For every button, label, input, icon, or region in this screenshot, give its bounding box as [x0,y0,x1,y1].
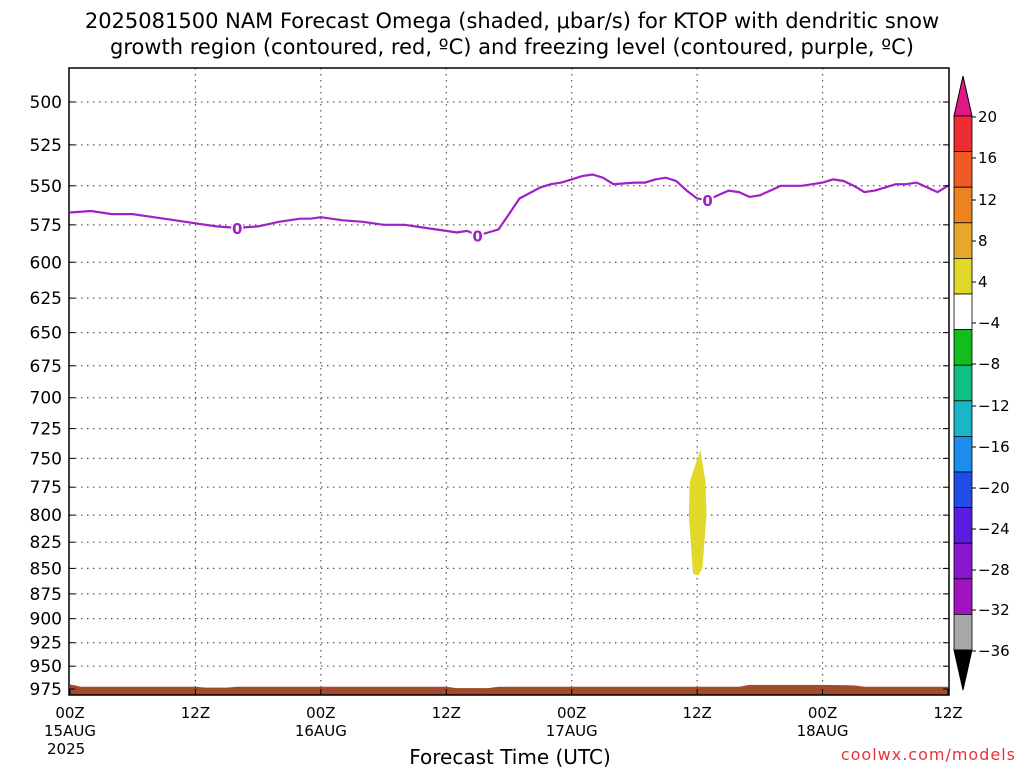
colorbar: 20 16 12 8 4 −4 −8 −12 −16 −20 −24 −28 −32 −36 [953,75,1010,691]
contour-label: 0 [472,227,482,245]
x-tick-label: 00Z [55,704,84,722]
y-tick-label: 975 [30,680,62,700]
colorbar-label: 16 [978,149,997,167]
colorbar-bottom-arrow [953,649,973,691]
chart-title-line-2: growth region (contoured, red, ºC) and f… [110,35,914,59]
colorbar-box [953,115,973,152]
colorbar-box [953,542,973,580]
contour-label: 0 [702,192,712,210]
colorbar-label: −4 [978,314,1000,332]
freezing-level-line [69,173,949,237]
x-tick-label: 00Z [306,704,335,722]
x-tick-label: 12Z [432,704,461,722]
y-tick-label: 900 [30,610,62,630]
colorbar-label: −36 [978,642,1010,660]
colorbar-label: −24 [978,520,1010,538]
x-tick-date-label: 17AUG [546,722,598,740]
y-tick-label: 750 [30,449,62,469]
colorbar-label: 4 [978,273,988,291]
colorbar-label: −8 [978,355,1000,373]
colorbar-label: −12 [978,397,1010,415]
ground-area [70,684,948,695]
colorbar-box [953,364,973,402]
colorbar-box [953,222,973,259]
contour-label-bg [701,192,714,209]
colorbar-box [953,151,973,188]
chart-title-line-1: 2025081500 NAM Forecast Omega (shaded, μ… [84,9,940,33]
freezing-level-contour: 0 0 0 [69,173,949,245]
plot-background [69,68,949,695]
y-tick-label: 675 [30,357,62,377]
credit-link[interactable]: coolwx.com/models [840,745,1016,764]
x-tick-date-label: 18AUG [797,722,849,740]
colorbar-box [953,257,973,295]
colorbar-label: −28 [978,561,1010,579]
x-tick-label: 12Z [682,704,711,722]
colorbar-box [953,293,973,330]
y-tick-label: 925 [30,634,62,654]
y-tick-label: 725 [30,420,62,440]
y-tick-label: 800 [30,506,62,526]
x-tick-year-label: 2025 [47,740,85,758]
colorbar-box [953,329,973,366]
x-axis-title: Forecast Time (UTC) [409,745,611,769]
plot-frame [68,67,950,696]
omega-shading [688,450,707,576]
y-tick-label: 550 [30,177,62,197]
x-tick-label: 00Z [557,704,586,722]
contour-label-bg [231,219,244,236]
y-tick-label: 650 [30,324,62,344]
colorbar-label: −16 [978,438,1010,456]
ground-fill [70,684,948,695]
x-tick-label: 12Z [933,704,962,722]
x-tick-date-label: 16AUG [295,722,347,740]
y-tick-label: 875 [30,585,62,605]
y-tick-label: 575 [30,216,62,236]
colorbar-box [953,578,973,615]
y-tick-label: 775 [30,478,62,498]
colorbar-label: 20 [978,108,997,126]
y-tick-label: 625 [30,289,62,309]
plot-border [68,67,950,696]
y-axis: 500 525 550 575 600 625 650 675 700 725 750 775 800 8… [30,93,949,700]
colorbar-box [953,400,973,437]
colorbar-label: −32 [978,601,1010,619]
colorbar-label: 8 [978,232,988,250]
y-tick-label: 600 [30,253,62,273]
y-tick-label: 500 [30,93,62,113]
plot-area [69,68,949,695]
x-tick-date-label: 15AUG [44,722,96,740]
colorbar-box [953,471,973,508]
colorbar-box [953,614,973,651]
colorbar-box [953,186,973,224]
y-tick-label: 850 [30,559,62,579]
colorbar-box [953,507,973,544]
contour-label: 0 [232,220,242,238]
contour-label-bg [471,227,484,244]
y-tick-label: 525 [30,136,62,156]
x-tick-label: 00Z [808,704,837,722]
omega-shade-region [688,450,707,576]
colorbar-label: −20 [978,479,1010,497]
colorbar-top-arrow [953,75,973,117]
colorbar-box [953,435,973,473]
y-tick-label: 700 [30,389,62,409]
x-tick-label: 12Z [181,704,210,722]
y-tick-label: 950 [30,657,62,677]
colorbar-label: 12 [978,191,997,209]
y-tick-label: 825 [30,533,62,553]
